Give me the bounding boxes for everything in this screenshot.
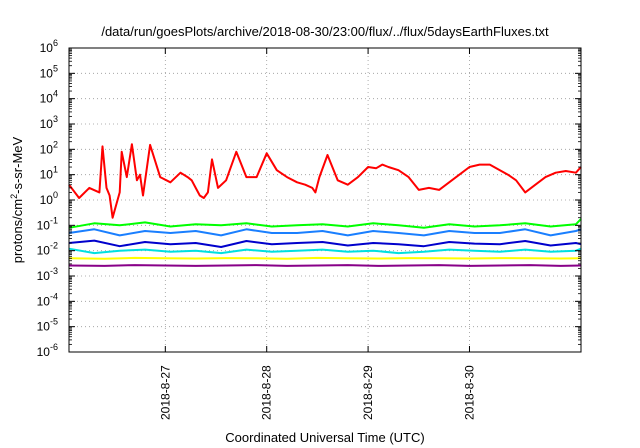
y-tick-exponent: -2	[50, 241, 58, 251]
y-tick-label: 10-5	[37, 317, 58, 334]
y-tick-label: 103	[40, 114, 58, 131]
y-tick-label: 100	[40, 190, 58, 207]
y-tick-base: 10	[40, 66, 54, 80]
y-tick-label: 10-2	[37, 241, 58, 258]
x-tick-label: 2018-8-29	[361, 365, 375, 420]
y-tick-label: 10-1	[37, 215, 58, 232]
y-tick-base: 10	[37, 345, 51, 359]
series-line-6	[68, 256, 582, 260]
y-tick-base: 10	[40, 117, 54, 131]
y-axis-label: protons/cm2-s-sr-MeV	[9, 136, 25, 263]
y-tick-label: 102	[40, 139, 58, 156]
y-axis-label-pre: protons/cm	[10, 199, 25, 263]
series-line-1	[68, 143, 582, 219]
x-tick-label: 2018-8-27	[158, 365, 172, 420]
y-tick-base: 10	[40, 193, 54, 207]
y-tick-base: 10	[40, 41, 54, 55]
y-tick-exponent: 6	[53, 38, 58, 48]
y-tick-exponent: 0	[53, 190, 58, 200]
y-tick-label: 10-3	[37, 266, 58, 283]
y-tick-exponent: -6	[50, 342, 58, 352]
y-tick-exponent: -3	[50, 266, 58, 276]
y-tick-base: 10	[40, 168, 54, 182]
y-tick-exponent: -5	[50, 317, 58, 327]
y-tick-label: 10-6	[37, 342, 58, 359]
y-tick-base: 10	[37, 320, 51, 334]
y-tick-exponent: 5	[53, 63, 58, 73]
y-tick-exponent: 3	[53, 114, 58, 124]
y-tick-label: 10-4	[37, 291, 58, 308]
y-axis-label-post: -s-sr-MeV	[10, 136, 25, 193]
y-tick-base: 10	[37, 294, 51, 308]
y-tick-base: 10	[37, 269, 51, 283]
y-tick-base: 10	[37, 218, 51, 232]
x-tick-label: 2018-8-28	[260, 365, 274, 420]
y-tick-base: 10	[40, 92, 54, 106]
y-tick-label: 101	[40, 165, 58, 182]
y-tick-base: 10	[40, 142, 54, 156]
y-tick-exponent: -4	[50, 291, 58, 301]
series-line-5	[68, 239, 582, 248]
y-tick-labels: 10-610-510-410-310-210-11001011021031041…	[37, 38, 58, 359]
series-lines	[68, 143, 582, 267]
y-tick-label: 105	[40, 63, 58, 80]
series-line-7	[68, 264, 582, 267]
grid	[69, 48, 581, 352]
series-line-2	[68, 218, 582, 229]
y-tick-label: 106	[40, 38, 58, 55]
x-tick-labels: 2018-8-27 2018-8-28 2018-8-29 2018-8-30	[158, 365, 476, 420]
y-tick-exponent: 2	[53, 139, 58, 149]
y-tick-exponent: -1	[50, 215, 58, 225]
chart-title: /data/run/goesPlots/archive/2018-08-30/2…	[101, 24, 549, 39]
x-tick-label: 2018-8-30	[462, 365, 476, 420]
y-tick-exponent: 1	[53, 165, 58, 175]
y-tick-base: 10	[37, 244, 51, 258]
y-tick-exponent: 4	[53, 89, 58, 99]
y-axis-label-sup: 2	[9, 194, 19, 199]
axis-ticks	[69, 47, 581, 353]
series-line-3	[68, 228, 582, 237]
x-axis-label: Coordinated Universal Time (UTC)	[225, 430, 424, 445]
series-line-4	[68, 247, 582, 255]
y-tick-label: 104	[40, 89, 58, 106]
